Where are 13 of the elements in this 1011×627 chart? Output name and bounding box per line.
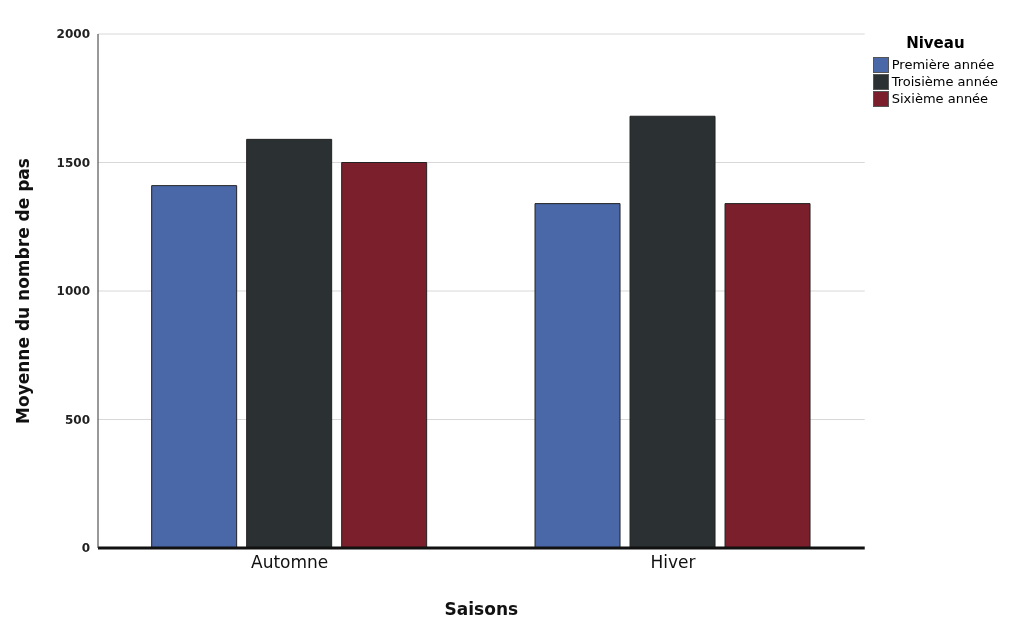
y-tick-label: 0 [81,541,90,556]
y-tick-label: 2000 [56,27,90,42]
y-tick-label: 1000 [56,284,90,299]
y-tick-label: 1500 [56,155,90,170]
legend-label: Troisième année [891,73,998,90]
y-axis-title: Moyenne du nombre de pas [13,158,34,424]
y-tick-label: 500 [64,412,90,427]
legend-label: Première année [891,56,995,73]
x-axis-title: Saisons [444,599,519,620]
x-tick-label: Hiver [650,552,696,573]
legend-title: Niveau [905,34,966,52]
x-tick-label: Automne [251,552,329,573]
legend-label: Sixième année [891,90,989,107]
